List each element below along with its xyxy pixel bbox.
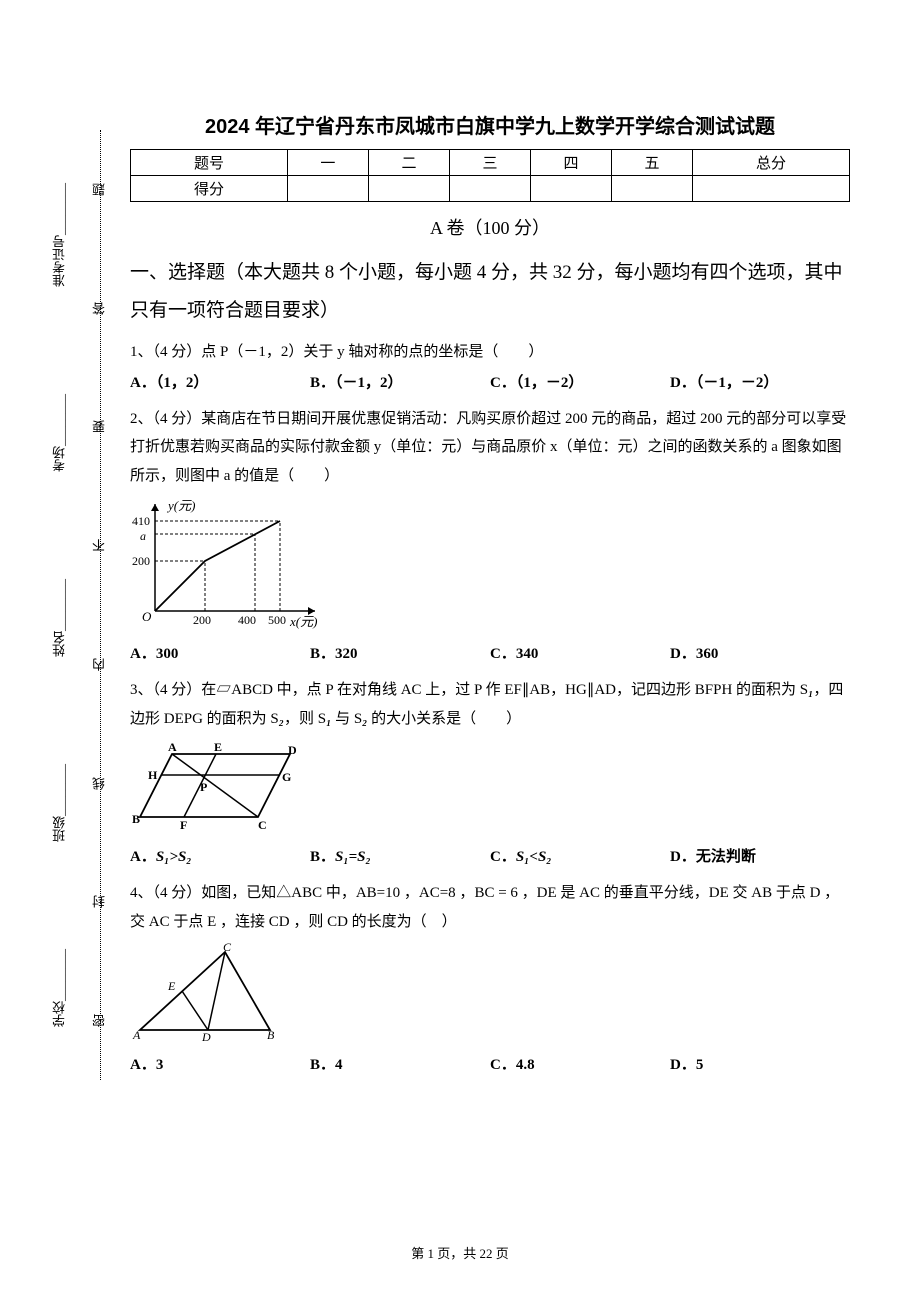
q2-options: A．300 B．320 C．340 D．360 — [130, 642, 850, 666]
page-footer: 第 1 页，共 22 页 — [0, 1243, 920, 1262]
td — [611, 176, 692, 202]
q4-options: A．3 B．4 C．4.8 D．5 — [130, 1053, 850, 1077]
th: 三 — [449, 150, 530, 176]
td: 得分 — [131, 176, 288, 202]
q2-chart: y(元) x(元) O 410 a 200 200 400 500 — [130, 496, 850, 636]
svg-text:x(元): x(元) — [289, 614, 317, 629]
q2-text: 2、（4 分）某商店在节日期间开展优惠促销活动：凡购买原价超过 200 元的商品… — [130, 411, 846, 484]
svg-text:D: D — [288, 743, 297, 757]
svg-text:G: G — [282, 770, 291, 784]
option-d: D．5 — [670, 1053, 850, 1077]
option-a: A．S₁>S₂ — [130, 845, 310, 869]
option-a: A．300 — [130, 642, 310, 666]
q3-options: A．S₁>S₂ B．S₁=S₂ C．S₁<S₂ D．无法判断 — [130, 845, 850, 869]
option-b: B．（－1，2） — [310, 371, 490, 395]
table-row: 题号 一 二 三 四 五 总分 — [131, 150, 850, 176]
svg-text:B: B — [267, 1028, 275, 1042]
option-c: C．4.8 — [490, 1053, 670, 1077]
td — [530, 176, 611, 202]
option-b: B．4 — [310, 1053, 490, 1077]
th: 一 — [287, 150, 368, 176]
svg-text:B: B — [132, 812, 140, 826]
option-d: D．无法判断 — [670, 845, 850, 869]
svg-text:A: A — [132, 1028, 141, 1042]
page-content: 2024 年辽宁省丹东市凤城市白旗中学九上数学开学综合测试试题 题号 一 二 三… — [0, 0, 920, 1137]
svg-text:E: E — [167, 979, 176, 993]
question-1: 1、（4 分）点 P（－1，2）关于 y 轴对称的点的坐标是（ ） — [130, 338, 850, 367]
svg-text:400: 400 — [238, 613, 256, 627]
option-b: B．320 — [310, 642, 490, 666]
option-b: B．S₁=S₂ — [310, 845, 490, 869]
svg-text:y(元): y(元) — [166, 498, 195, 513]
option-c: C．（1，－2） — [490, 371, 670, 395]
svg-text:E: E — [214, 740, 222, 754]
paper-section-label: A 卷（100 分） — [130, 214, 850, 240]
section-heading: 一、选择题（本大题共 8 个小题，每小题 4 分，共 32 分，每小题均有四个选… — [130, 254, 850, 330]
th: 总分 — [693, 150, 850, 176]
question-3: 3、（4 分）在▱ABCD 中，点 P 在对角线 AC 上，过 P 作 EF∥A… — [130, 676, 850, 733]
option-d: D．（－1，－2） — [670, 371, 850, 395]
svg-text:D: D — [201, 1030, 211, 1042]
svg-text:A: A — [168, 740, 177, 754]
svg-text:F: F — [180, 818, 187, 832]
td — [368, 176, 449, 202]
q3-text-3: ，则 S — [284, 711, 326, 727]
q3-text-4: 与 S — [331, 711, 362, 727]
option-d: D．360 — [670, 642, 850, 666]
question-4: 4、（4 分）如图，已知△ABC 中，AB=10 ，AC=8 ，BC = 6 ，… — [130, 879, 850, 936]
svg-text:C: C — [258, 818, 267, 832]
exam-title: 2024 年辽宁省丹东市凤城市白旗中学九上数学开学综合测试试题 — [130, 110, 850, 139]
score-table: 题号 一 二 三 四 五 总分 得分 — [130, 149, 850, 202]
svg-text:O: O — [142, 609, 152, 624]
svg-text:H: H — [148, 768, 158, 782]
th: 四 — [530, 150, 611, 176]
option-c: C．S₁<S₂ — [490, 845, 670, 869]
option-c: C．340 — [490, 642, 670, 666]
svg-text:410: 410 — [132, 514, 150, 528]
q1-text: 1、（4 分）点 P（－1，2）关于 y 轴对称的点的坐标是（ ） — [130, 344, 543, 360]
svg-text:a: a — [140, 529, 146, 543]
option-a: A．（1，2） — [130, 371, 310, 395]
table-row: 得分 — [131, 176, 850, 202]
svg-text:200: 200 — [193, 613, 211, 627]
q1-options: A．（1，2） B．（－1，2） C．（1，－2） D．（－1，－2） — [130, 371, 850, 395]
th: 二 — [368, 150, 449, 176]
question-2: 2、（4 分）某商店在节日期间开展优惠促销活动：凡购买原价超过 200 元的商品… — [130, 405, 850, 491]
svg-text:P: P — [200, 780, 207, 794]
td — [449, 176, 530, 202]
svg-text:C: C — [223, 942, 232, 954]
q3-text-5: 的大小关系是（ ） — [367, 711, 521, 727]
th: 五 — [611, 150, 692, 176]
q3-diagram: A E D H P G B F C — [130, 739, 850, 839]
q4-diagram: A B C D E — [130, 942, 850, 1047]
q3-text-1: 3、（4 分）在▱ABCD 中，点 P 在对角线 AC 上，过 P 作 EF∥A… — [130, 682, 808, 698]
q4-text: 4、（4 分）如图，已知△ABC 中，AB=10 ，AC=8 ，BC = 6 ，… — [130, 885, 839, 930]
td — [693, 176, 850, 202]
svg-text:500: 500 — [268, 613, 286, 627]
th: 题号 — [131, 150, 288, 176]
td — [287, 176, 368, 202]
svg-text:200: 200 — [132, 554, 150, 568]
option-a: A．3 — [130, 1053, 310, 1077]
